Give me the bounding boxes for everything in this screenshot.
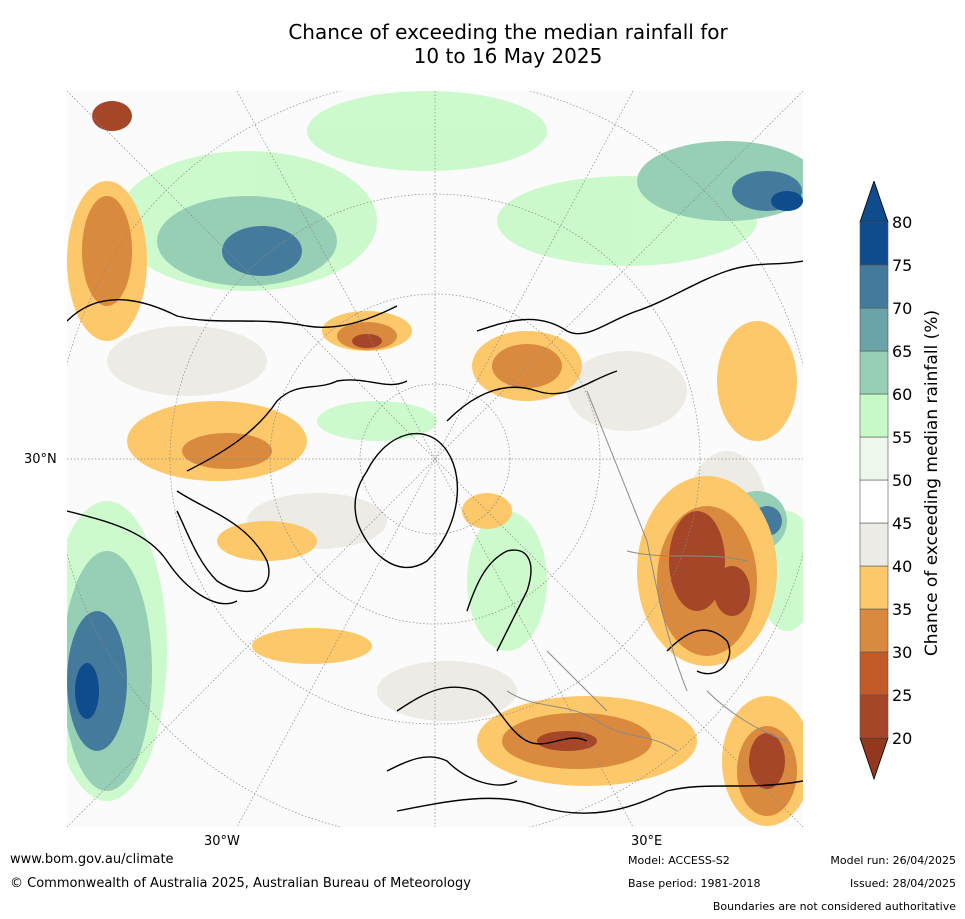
colorbar-tick-label: 60 xyxy=(892,385,912,404)
colorbar-tick-label: 80 xyxy=(892,213,912,232)
colorbar-band xyxy=(859,436,889,481)
colorbar-top-arrow xyxy=(859,181,889,223)
colorbar-band xyxy=(859,264,889,309)
colorbar-band xyxy=(859,608,889,653)
colorbar-band xyxy=(859,221,889,266)
title-line-1: Chance of exceeding the median rainfall … xyxy=(288,20,728,44)
colorbar-tick-label: 70 xyxy=(892,299,912,318)
colorbar-title: Chance of exceeding median rainfall (%) xyxy=(922,309,942,657)
colorbar-legend: 20 25 30 35 40 45 50 55 60 65 70 75 80 xyxy=(859,181,912,781)
footer-issued: Issued: 28/04/2025 xyxy=(849,877,956,890)
footer-model: Model: ACCESS-S2 xyxy=(628,854,730,867)
colorbar-tick-label: 45 xyxy=(892,514,912,533)
footer-model-run: Model run: 26/04/2025 xyxy=(830,854,956,867)
footer-base-period: Base period: 1981-2018 xyxy=(628,877,761,890)
footer-disclaimer: Boundaries are not considered authoritat… xyxy=(712,900,956,913)
brown-very-dry-areas xyxy=(92,101,785,789)
colorbar-band xyxy=(859,522,889,567)
colorbar-bottom-arrow xyxy=(859,737,889,781)
colorbar-band xyxy=(859,479,889,524)
longitude-label-30e: 30°E xyxy=(631,834,663,849)
coastlines xyxy=(67,260,803,814)
longitude-label-30w: 30°W xyxy=(204,834,240,849)
colorbar-tick-label: 65 xyxy=(892,342,912,361)
colorbar-tick-label: 30 xyxy=(892,643,912,662)
colorbar-tick-label: 25 xyxy=(892,686,912,705)
latitude-label-30n: 30°N xyxy=(24,452,57,467)
map-title: Chance of exceeding the median rainfall … xyxy=(0,20,965,68)
footer-url: www.bom.gov.au/climate xyxy=(10,852,174,867)
footer-copyright: © Commonwealth of Australia 2025, Austra… xyxy=(10,876,471,891)
country-borders xyxy=(506,390,788,752)
colorbar-tick-label: 50 xyxy=(892,471,912,490)
colorbar-band xyxy=(859,694,889,739)
graticule xyxy=(67,91,803,827)
colorbar-tick-label: 40 xyxy=(892,557,912,576)
map-canvas xyxy=(67,91,803,827)
dark-blue-areas xyxy=(75,191,803,719)
colorbar-band xyxy=(859,651,889,696)
colorbar-band xyxy=(859,307,889,352)
colorbar-band xyxy=(859,565,889,610)
colorbar-tick-label: 55 xyxy=(892,428,912,447)
colorbar-tick-label: 35 xyxy=(892,600,912,619)
colorbar-band xyxy=(859,393,889,438)
colorbar-tick-label: 20 xyxy=(892,729,912,748)
colorbar-tick-label: 75 xyxy=(892,256,912,275)
colorbar-band xyxy=(859,350,889,395)
title-line-2: 10 to 16 May 2025 xyxy=(413,44,603,68)
rainfall-probability-map xyxy=(67,91,803,827)
